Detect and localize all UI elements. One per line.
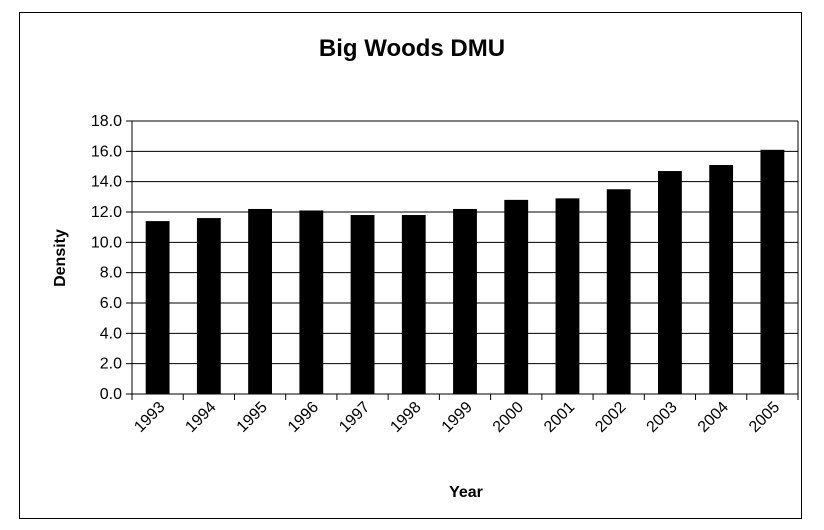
x-axis-title: Year — [449, 484, 483, 501]
x-tick-label: 1997 — [336, 399, 373, 436]
y-tick-label: 8.0 — [100, 265, 122, 282]
y-tick-label: 4.0 — [100, 325, 122, 342]
bar-1993 — [145, 221, 170, 394]
bar-2000 — [504, 199, 529, 394]
bar-1999 — [453, 208, 477, 394]
x-tick-label: 2003 — [644, 399, 681, 436]
x-tick-label: 1999 — [439, 399, 476, 436]
x-tick-label: 1998 — [387, 399, 424, 436]
bar-2005 — [760, 149, 785, 394]
y-axis-title: Density — [52, 229, 69, 287]
x-tick-label: 2005 — [746, 399, 783, 436]
y-tick-label: 16.0 — [91, 143, 122, 160]
x-tick-label: 2001 — [541, 399, 578, 436]
bar-1996 — [299, 210, 324, 394]
y-tick-label: 0.0 — [100, 386, 122, 403]
bars — [145, 149, 785, 394]
x-tick-label: 1994 — [182, 399, 219, 436]
x-tick-label: 2000 — [490, 399, 527, 436]
bar-2004 — [709, 164, 734, 394]
y-tick-label: 2.0 — [100, 356, 122, 373]
y-tick-label: 6.0 — [100, 295, 122, 312]
x-tick-label: 1995 — [234, 399, 271, 436]
y-tick-label: 18.0 — [91, 113, 122, 130]
y-tick-labels: 0.0 2.0 4.0 6.0 8.0 10.0 12.0 14.0 16.0 18.0 — [91, 113, 122, 403]
y-tick-label: 12.0 — [91, 204, 122, 221]
x-tick-label: 2002 — [592, 399, 629, 436]
bar-1994 — [196, 218, 221, 394]
bar-2002 — [606, 189, 631, 394]
y-tick-label: 14.0 — [91, 174, 122, 191]
x-tick-labels: 1993 1994 1995 1996 1997 1998 1999 2000 2001 2002… — [131, 399, 783, 436]
bar-1997 — [350, 215, 375, 394]
bar-1995 — [248, 208, 272, 394]
chart-title: Big Woods DMU — [319, 35, 505, 62]
x-tick-label: 1993 — [131, 399, 168, 436]
bar-2001 — [555, 198, 580, 394]
bar-1998 — [401, 215, 426, 394]
x-tick-label: 1996 — [285, 399, 322, 436]
x-tick-label: 2004 — [695, 399, 732, 436]
bar-2003 — [658, 171, 682, 394]
axes — [126, 120, 799, 400]
y-tick-label: 10.0 — [91, 234, 122, 251]
